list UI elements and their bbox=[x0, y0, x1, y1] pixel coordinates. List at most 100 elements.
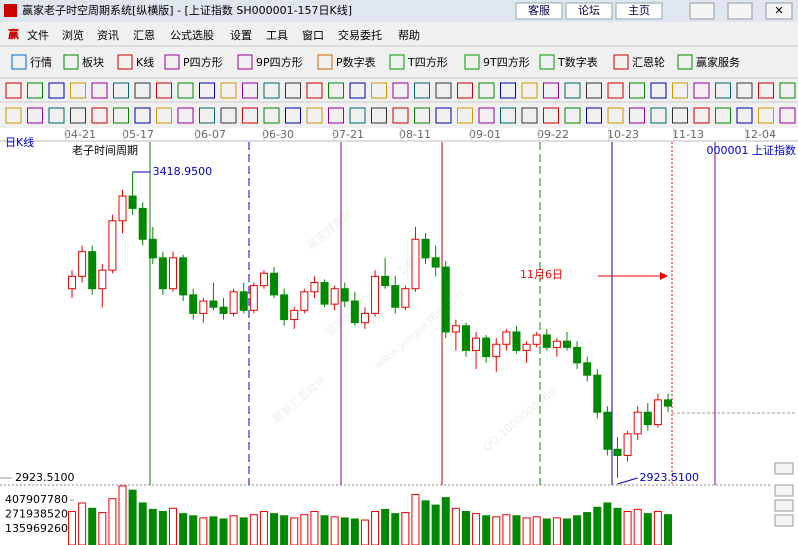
toolbar-item[interactable]: 板块 bbox=[82, 55, 104, 69]
tool-icon[interactable] bbox=[715, 107, 731, 124]
panel-button[interactable] bbox=[774, 499, 794, 512]
tool-icon[interactable] bbox=[177, 82, 194, 99]
link-button[interactable] bbox=[515, 2, 563, 20]
tool-icon[interactable] bbox=[586, 82, 602, 99]
tool-icon[interactable] bbox=[457, 107, 473, 124]
tool-icon[interactable] bbox=[607, 82, 624, 99]
toolbar-item[interactable]: T四方形 bbox=[407, 55, 448, 69]
tool-icon[interactable] bbox=[70, 107, 86, 124]
tool-icon[interactable] bbox=[435, 82, 452, 99]
toolbar-icon[interactable] bbox=[389, 54, 405, 70]
tool-icon[interactable] bbox=[156, 82, 172, 99]
tool-icon[interactable] bbox=[478, 107, 495, 124]
maximize-button[interactable] bbox=[727, 2, 753, 20]
toolbar-icon[interactable] bbox=[317, 54, 333, 70]
tool-icon[interactable] bbox=[758, 82, 774, 99]
tool-icon[interactable] bbox=[285, 82, 301, 99]
tool-icon[interactable] bbox=[328, 82, 344, 99]
tool-icon[interactable] bbox=[91, 107, 108, 124]
tool-icon[interactable] bbox=[306, 107, 323, 124]
tool-icon[interactable] bbox=[564, 107, 581, 124]
minimize-button[interactable] bbox=[689, 2, 715, 20]
tool-icon[interactable] bbox=[113, 82, 129, 99]
tool-icon[interactable] bbox=[521, 82, 538, 99]
toolbar-icon[interactable] bbox=[164, 54, 180, 70]
menu-item[interactable]: 公式选股 bbox=[170, 29, 214, 42]
toolbar-icon[interactable] bbox=[464, 54, 480, 70]
toolbar-item[interactable]: P四方形 bbox=[183, 55, 223, 69]
tool-icon[interactable] bbox=[779, 82, 796, 99]
tool-icon[interactable] bbox=[736, 82, 753, 99]
menu-item[interactable]: 汇恩 bbox=[133, 29, 155, 42]
toolbar-item[interactable]: 9P四方形 bbox=[256, 55, 303, 69]
menu-item[interactable]: 工具 bbox=[266, 29, 288, 42]
tool-icon[interactable] bbox=[48, 82, 65, 99]
tool-icon[interactable] bbox=[650, 82, 667, 99]
tool-icon[interactable] bbox=[242, 107, 258, 124]
tool-icon[interactable] bbox=[371, 82, 387, 99]
tool-icon[interactable] bbox=[242, 82, 258, 99]
toolbar-icon[interactable] bbox=[539, 54, 555, 70]
tool-icon[interactable] bbox=[543, 82, 559, 99]
link-label[interactable]: 主页 bbox=[628, 4, 650, 17]
tool-icon[interactable] bbox=[500, 82, 516, 99]
tool-icon[interactable] bbox=[263, 82, 280, 99]
panel-button[interactable] bbox=[774, 484, 794, 497]
tool-icon[interactable] bbox=[5, 107, 22, 124]
panel-button[interactable] bbox=[774, 514, 794, 527]
tool-icon[interactable] bbox=[629, 82, 645, 99]
tool-icon[interactable] bbox=[392, 82, 409, 99]
toolbar-item[interactable]: 9T四方形 bbox=[483, 55, 530, 69]
tool-icon[interactable] bbox=[5, 82, 22, 99]
menu-item[interactable]: 帮助 bbox=[398, 28, 420, 42]
menu-item[interactable]: 交易委托 bbox=[338, 28, 382, 42]
tool-icon[interactable] bbox=[220, 107, 237, 124]
menu-item[interactable]: 窗口 bbox=[302, 28, 324, 42]
tool-icon[interactable] bbox=[199, 107, 215, 124]
tool-icon[interactable] bbox=[693, 82, 710, 99]
toolbar-icon[interactable] bbox=[613, 54, 629, 70]
tool-icon[interactable] bbox=[629, 107, 645, 124]
tool-icon[interactable] bbox=[220, 82, 237, 99]
toolbar-item[interactable]: P数字表 bbox=[336, 55, 376, 69]
tool-icon[interactable] bbox=[543, 107, 559, 124]
tool-icon[interactable] bbox=[27, 82, 43, 99]
link-label[interactable]: 论坛 bbox=[578, 3, 600, 17]
tool-icon[interactable] bbox=[113, 107, 129, 124]
tool-icon[interactable] bbox=[693, 107, 710, 124]
link-label[interactable]: 客服 bbox=[528, 3, 550, 17]
tool-icon[interactable] bbox=[478, 82, 495, 99]
tool-icon[interactable] bbox=[199, 82, 215, 99]
toolbar-item[interactable]: 行情 bbox=[30, 56, 52, 69]
tool-icon[interactable] bbox=[306, 82, 323, 99]
tool-icon[interactable] bbox=[156, 107, 172, 124]
menu-item[interactable]: 文件 bbox=[27, 28, 49, 42]
tool-icon[interactable] bbox=[715, 82, 731, 99]
tool-icon[interactable] bbox=[371, 107, 387, 124]
toolbar-icon[interactable] bbox=[117, 54, 133, 70]
tool-icon[interactable] bbox=[27, 107, 43, 124]
tool-icon[interactable] bbox=[263, 107, 280, 124]
tool-icon[interactable] bbox=[500, 107, 516, 124]
tool-icon[interactable] bbox=[564, 82, 581, 99]
tool-icon[interactable] bbox=[736, 107, 753, 124]
tool-icon[interactable] bbox=[48, 107, 65, 124]
tool-icon[interactable] bbox=[134, 107, 151, 124]
menu-item[interactable]: 设置 bbox=[230, 29, 252, 42]
tool-icon[interactable] bbox=[392, 107, 409, 124]
toolbar-item[interactable]: T数字表 bbox=[557, 55, 598, 69]
tool-icon[interactable] bbox=[70, 82, 86, 99]
panel-button[interactable] bbox=[774, 462, 794, 475]
tool-icon[interactable] bbox=[457, 82, 473, 99]
toolbar-icon[interactable] bbox=[677, 54, 693, 70]
close-button[interactable] bbox=[765, 2, 793, 20]
tool-icon[interactable] bbox=[779, 107, 796, 124]
tool-icon[interactable] bbox=[328, 107, 344, 124]
tool-icon[interactable] bbox=[349, 107, 366, 124]
toolbar-item[interactable]: 赢家服务 bbox=[696, 55, 740, 69]
tool-icon[interactable] bbox=[758, 107, 774, 124]
toolbar-item[interactable]: 汇恩轮 bbox=[632, 55, 665, 69]
tool-icon[interactable] bbox=[521, 107, 538, 124]
toolbar-icon[interactable] bbox=[11, 54, 27, 70]
tool-icon[interactable] bbox=[414, 82, 430, 99]
